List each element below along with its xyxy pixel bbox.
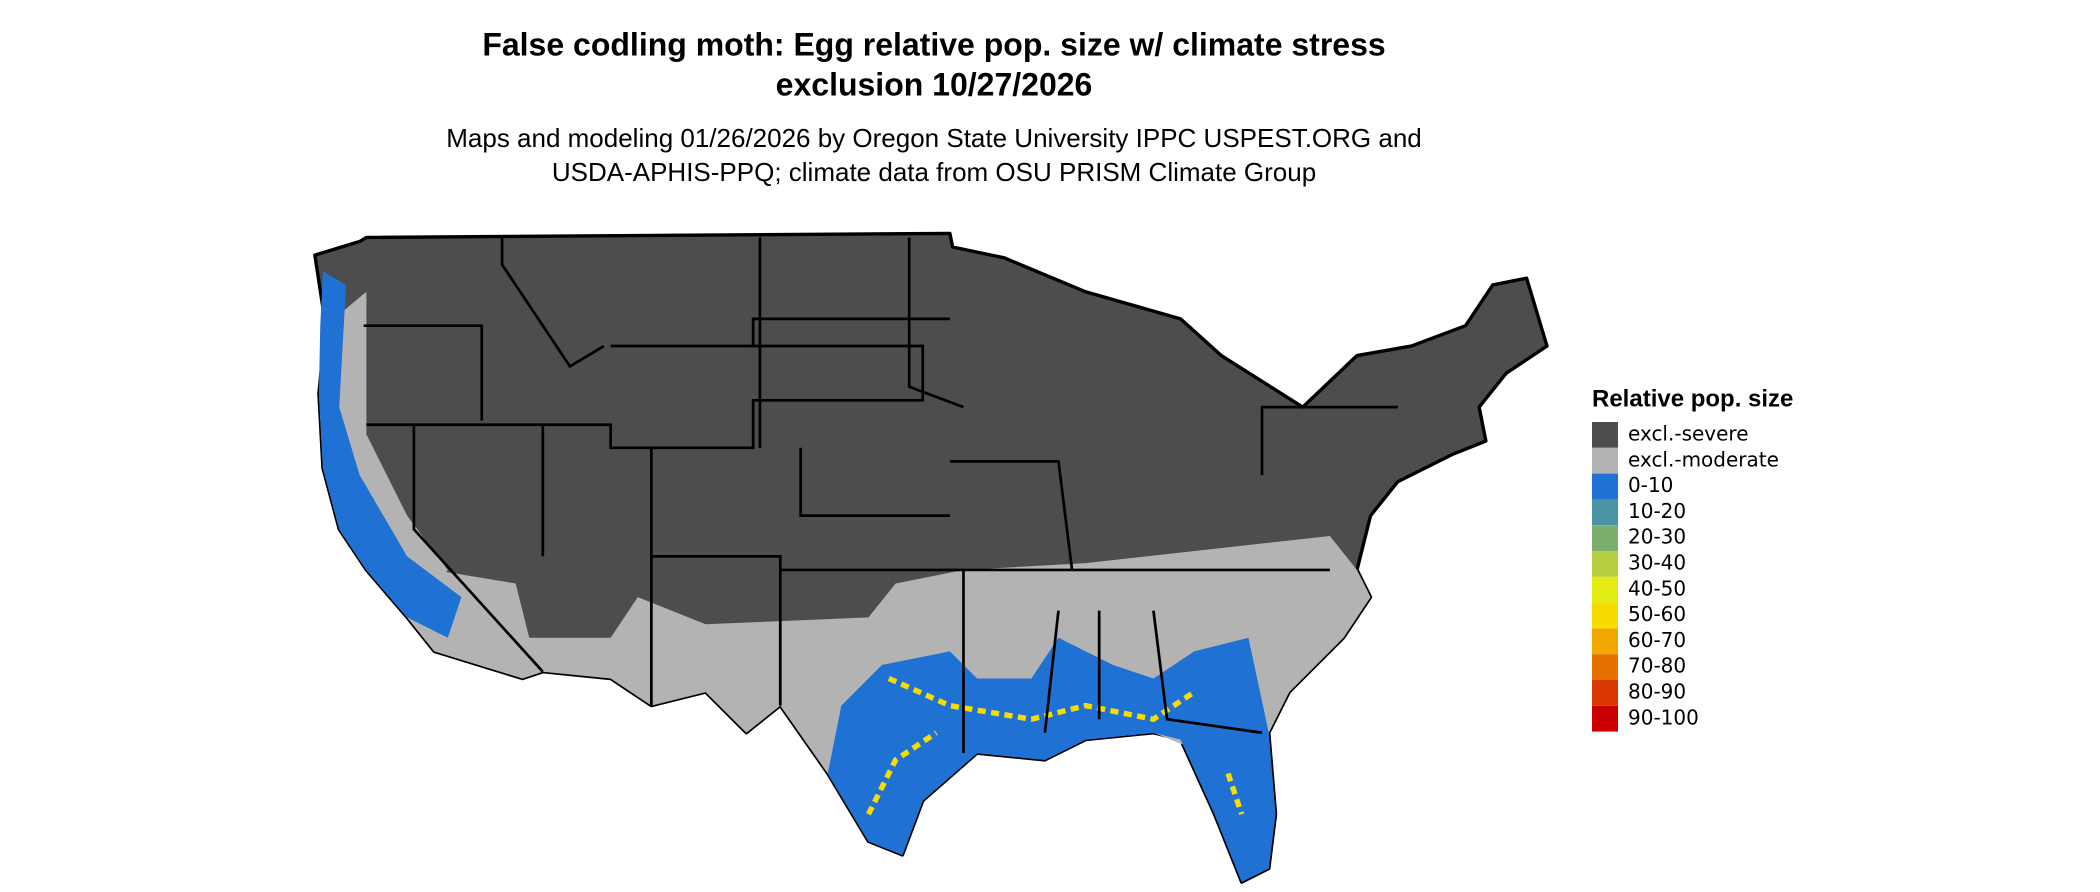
legend-label: 90-100 [1628,705,1699,729]
legend-swatch [1592,628,1618,655]
legend-swatch [1592,654,1618,680]
legend-label: 10-20 [1628,499,1686,523]
state-borders [363,237,1398,754]
legend-label: 80-90 [1628,680,1686,704]
legend-label: 40-50 [1628,576,1686,600]
legend-swatch [1592,602,1618,629]
legend-swatch [1592,447,1618,474]
us-map [313,231,1549,884]
legend-label: 70-80 [1628,654,1686,678]
legend-label: excl.-severe [1628,422,1749,446]
legend-swatch [1592,680,1618,706]
legend-swatch [1592,422,1618,448]
legend-swatch [1592,525,1618,551]
legend-swatch [1592,576,1618,603]
legend-title: Relative pop. size [1592,385,1793,412]
legend-swatch [1592,473,1618,500]
legend-swatch [1592,499,1618,526]
legend-swatch [1592,705,1618,732]
legend-label: 30-40 [1628,551,1686,575]
subtitle-line: Maps and modeling 01/26/2026 by Oregon S… [446,123,1422,153]
legend-label: excl.-moderate [1628,447,1779,471]
subtitle-line: USDA-APHIS-PPQ; climate data from OSU PR… [552,157,1316,187]
legend-label: 60-70 [1628,628,1686,652]
legend-label: 50-60 [1628,602,1686,626]
legend-label: 0-10 [1628,473,1673,497]
title-line: False codling moth: Egg relative pop. si… [482,26,1385,62]
low-west-coast [318,271,462,638]
legend-label: 20-30 [1628,525,1686,549]
mid-band [866,676,1245,816]
legend-swatch [1592,551,1618,577]
title-line: exclusion 10/27/2026 [776,66,1093,102]
